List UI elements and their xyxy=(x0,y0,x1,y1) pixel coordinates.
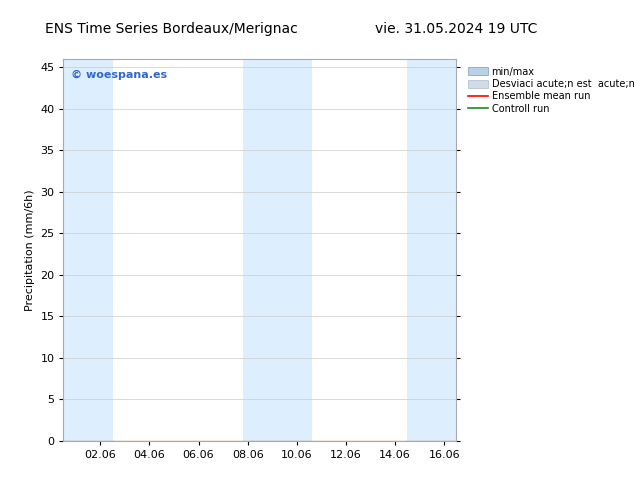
Bar xyxy=(243,59,280,441)
Text: ENS Time Series Bordeaux/Merignac: ENS Time Series Bordeaux/Merignac xyxy=(45,22,297,36)
Text: © woespana.es: © woespana.es xyxy=(71,70,167,80)
Legend: min/max, Desviaci acute;n est  acute;ndar, Ensemble mean run, Controll run: min/max, Desviaci acute;n est acute;ndar… xyxy=(465,64,634,117)
Text: vie. 31.05.2024 19 UTC: vie. 31.05.2024 19 UTC xyxy=(375,22,538,36)
Bar xyxy=(280,59,311,441)
Y-axis label: Precipitation (mm/6h): Precipitation (mm/6h) xyxy=(25,189,35,311)
Bar xyxy=(407,59,456,441)
Bar xyxy=(63,59,113,441)
